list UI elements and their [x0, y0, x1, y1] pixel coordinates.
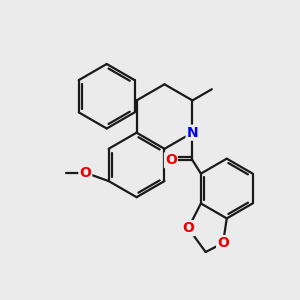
Text: methoxy: methoxy — [60, 172, 66, 173]
Text: O: O — [80, 166, 91, 180]
Text: O: O — [217, 236, 229, 250]
Text: O: O — [165, 153, 177, 167]
Text: N: N — [187, 126, 198, 140]
Text: O: O — [182, 221, 194, 235]
